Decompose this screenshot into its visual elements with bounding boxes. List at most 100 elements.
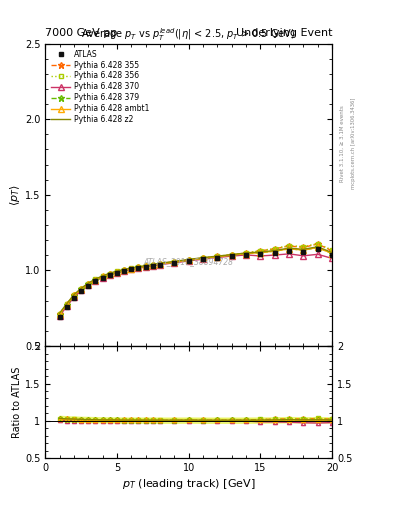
Pythia 6.428 379 (57, 312, 62, 318)
Pythia 6.428 379 (258, 249, 263, 255)
Pythia 6.428 ambt1 (230, 252, 234, 258)
Pythia 6.428 ambt1 (93, 276, 98, 283)
Pythia 6.428 356 (86, 281, 90, 287)
Pythia 6.428 ambt1 (129, 265, 134, 271)
Pythia 6.428 370 (158, 262, 162, 268)
Pythia 6.428 379 (186, 257, 191, 263)
Pythia 6.428 356 (107, 270, 112, 276)
ATLAS (244, 251, 248, 258)
Pythia 6.428 379 (172, 259, 177, 265)
Text: Rivet 3.1.10, ≥ 3.1M events: Rivet 3.1.10, ≥ 3.1M events (340, 105, 345, 182)
Pythia 6.428 355 (301, 244, 306, 250)
Pythia 6.428 z2 (93, 276, 98, 282)
Pythia 6.428 356 (287, 243, 292, 249)
Pythia 6.428 356 (151, 262, 155, 268)
Line: Pythia 6.428 z2: Pythia 6.428 z2 (60, 247, 332, 313)
Pythia 6.428 355 (64, 302, 69, 308)
Pythia 6.428 355 (244, 250, 248, 257)
Pythia 6.428 379 (316, 244, 320, 250)
Pythia 6.428 z2 (244, 250, 248, 256)
Pythia 6.428 z2 (287, 245, 292, 251)
Pythia 6.428 ambt1 (244, 250, 248, 257)
Pythia 6.428 370 (107, 272, 112, 278)
Pythia 6.428 370 (215, 254, 220, 261)
Pythia 6.428 355 (129, 265, 134, 271)
Pythia 6.428 ambt1 (143, 263, 148, 269)
Pythia 6.428 z2 (201, 254, 206, 261)
Pythia 6.428 ambt1 (301, 247, 306, 253)
ATLAS (201, 256, 206, 262)
Pythia 6.428 z2 (230, 251, 234, 258)
Pythia 6.428 355 (172, 259, 177, 265)
Pythia 6.428 ambt1 (107, 271, 112, 277)
Pythia 6.428 ambt1 (151, 262, 155, 268)
Pythia 6.428 356 (301, 244, 306, 250)
Pythia 6.428 ambt1 (215, 253, 220, 260)
Pythia 6.428 356 (172, 259, 177, 265)
Pythia 6.428 356 (258, 247, 263, 253)
Pythia 6.428 355 (143, 263, 148, 269)
ATLAS (158, 262, 162, 268)
Pythia 6.428 356 (143, 263, 148, 269)
Pythia 6.428 379 (100, 273, 105, 280)
Pythia 6.428 379 (272, 248, 277, 254)
ATLAS (129, 266, 134, 272)
Pythia 6.428 356 (115, 268, 119, 274)
Pythia 6.428 z2 (86, 280, 90, 286)
Pythia 6.428 z2 (122, 266, 127, 272)
ATLAS (115, 270, 119, 276)
Line: Pythia 6.428 ambt1: Pythia 6.428 ambt1 (57, 245, 335, 317)
Pythia 6.428 z2 (215, 253, 220, 259)
Pythia 6.428 356 (244, 250, 248, 256)
Pythia 6.428 356 (186, 257, 191, 263)
Pythia 6.428 379 (330, 250, 334, 257)
Title: Average $p_T$ vs $p_T^{lead}$(|$\eta$| < 2.5, $p_T$ > 0.5 GeV): Average $p_T$ vs $p_T^{lead}$(|$\eta$| <… (81, 26, 296, 43)
Pythia 6.428 379 (158, 261, 162, 267)
Pythia 6.428 379 (93, 277, 98, 283)
Pythia 6.428 ambt1 (158, 261, 162, 267)
Pythia 6.428 z2 (151, 261, 155, 267)
Pythia 6.428 379 (129, 266, 134, 272)
Pythia 6.428 z2 (57, 310, 62, 316)
Pythia 6.428 379 (230, 252, 234, 258)
Pythia 6.428 370 (151, 263, 155, 269)
Pythia 6.428 370 (316, 251, 320, 258)
Pythia 6.428 355 (316, 241, 320, 247)
Pythia 6.428 355 (136, 264, 141, 270)
Pythia 6.428 ambt1 (122, 267, 127, 273)
Pythia 6.428 ambt1 (136, 264, 141, 270)
Pythia 6.428 379 (86, 281, 90, 287)
X-axis label: $p_T$ (leading track) [GeV]: $p_T$ (leading track) [GeV] (122, 477, 255, 492)
ATLAS (215, 254, 220, 261)
Pythia 6.428 356 (72, 292, 76, 298)
Pythia 6.428 355 (107, 271, 112, 277)
Pythia 6.428 355 (272, 246, 277, 252)
Pythia 6.428 370 (201, 256, 206, 262)
Pythia 6.428 355 (186, 257, 191, 263)
Pythia 6.428 356 (316, 241, 320, 247)
Pythia 6.428 370 (64, 303, 69, 309)
Pythia 6.428 370 (330, 255, 334, 262)
Pythia 6.428 370 (86, 282, 90, 288)
Pythia 6.428 379 (301, 247, 306, 253)
Pythia 6.428 379 (72, 293, 76, 299)
Pythia 6.428 z2 (100, 273, 105, 279)
Pythia 6.428 ambt1 (201, 255, 206, 261)
Pythia 6.428 370 (100, 274, 105, 281)
Pythia 6.428 370 (129, 266, 134, 272)
Pythia 6.428 370 (244, 252, 248, 258)
ATLAS (230, 253, 234, 259)
Pythia 6.428 356 (215, 253, 220, 260)
Pythia 6.428 z2 (129, 265, 134, 271)
Pythia 6.428 356 (158, 261, 162, 267)
Pythia 6.428 370 (287, 251, 292, 257)
ATLAS (258, 251, 263, 257)
Pythia 6.428 356 (122, 267, 127, 273)
Pythia 6.428 356 (136, 264, 141, 270)
Text: 7000 GeV pp: 7000 GeV pp (45, 28, 118, 38)
Pythia 6.428 379 (201, 255, 206, 262)
Pythia 6.428 ambt1 (186, 257, 191, 263)
Legend: ATLAS, Pythia 6.428 355, Pythia 6.428 356, Pythia 6.428 370, Pythia 6.428 379, P: ATLAS, Pythia 6.428 355, Pythia 6.428 35… (49, 47, 152, 126)
Pythia 6.428 355 (201, 255, 206, 261)
Pythia 6.428 356 (330, 247, 334, 253)
